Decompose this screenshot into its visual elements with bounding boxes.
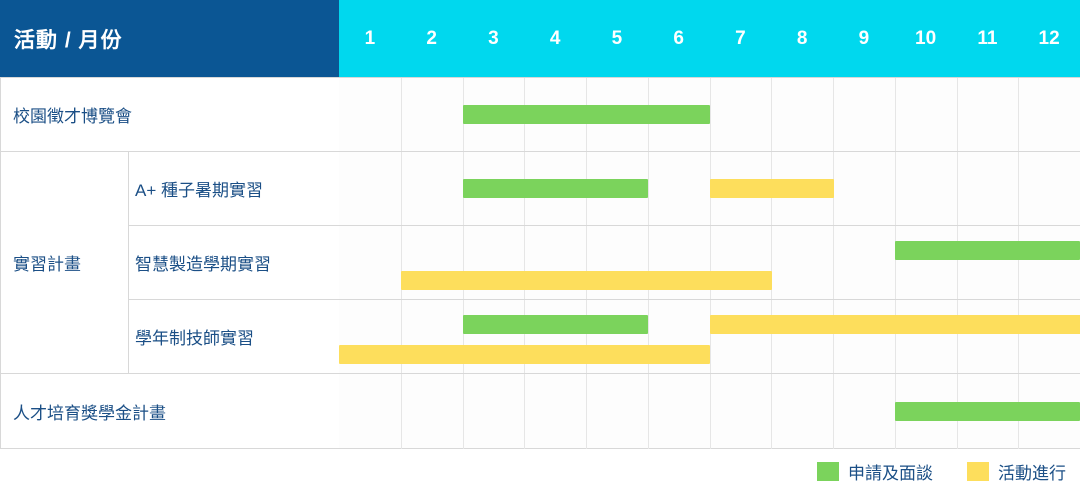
grid-vline-11 [1018, 77, 1019, 449]
month-header-cell-4: 4 [549, 27, 561, 49]
row-label-column: 校園徵才博覽會 實習計畫 A+ 種子暑期實習 智慧製造學期實習 學年制技師實習 人才培育獎… [0, 77, 340, 449]
grid-vline-7 [771, 77, 772, 449]
month-header-cell-8: 8 [796, 27, 808, 49]
month-header-cell-1: 1 [364, 27, 376, 49]
grid-vline-6 [710, 77, 711, 449]
month-header-cell-7: 7 [735, 27, 746, 49]
month-header-cell-11: 11 [977, 27, 998, 49]
grid-vline-1 [401, 77, 402, 449]
grid-vline-9 [895, 77, 896, 449]
legend: 申請及面談 活動進行 [0, 449, 1080, 494]
grid-vline-5 [648, 77, 649, 449]
gantt-bar [463, 315, 648, 334]
grid-hline-4 [339, 373, 1080, 374]
grid-hline-3 [339, 299, 1080, 300]
header-title-cell: 活動 / 月份 [0, 0, 339, 77]
gantt-bar [710, 315, 1080, 334]
grid-vline-2 [463, 77, 464, 449]
grid-hline-1 [339, 151, 1080, 152]
grid-vline-4 [586, 77, 587, 449]
gantt-bar [463, 105, 710, 124]
green-swatch [817, 462, 839, 481]
month-header-cell-3: 3 [488, 27, 499, 49]
row-label-3: 學年制技師實習 [129, 299, 340, 373]
month-header-cell-2: 2 [426, 27, 437, 49]
grid-hline-0 [339, 77, 1080, 78]
grid-vline-10 [957, 77, 958, 449]
month-header-row: 1 2 3 4 5 6 7 8 9 10 11 12 [339, 0, 1080, 77]
legend-item-1: 活動進行 [967, 459, 1066, 484]
row-label-0: 校園徵才博覽會 [1, 77, 340, 151]
gantt-bar [339, 345, 710, 364]
gantt-bar [895, 402, 1080, 421]
legend-item-0: 申請及面談 [817, 459, 933, 484]
legend-label-0: 申請及面談 [848, 464, 933, 483]
gantt-bar [710, 179, 834, 198]
month-header-cell-12: 12 [1038, 27, 1060, 49]
grid-vline-3 [524, 77, 525, 449]
gantt-bar [895, 241, 1080, 260]
table-header: 活動 / 月份 1 2 3 4 5 6 7 8 9 10 11 12 [0, 0, 1080, 77]
month-header-cell-6: 6 [673, 27, 684, 49]
grid-vline-8 [833, 77, 834, 449]
month-header-cell-9: 9 [858, 27, 870, 49]
gantt-bar [401, 271, 772, 290]
row-label-1: A+ 種子暑期實習 [129, 151, 340, 225]
grid-hline-2 [339, 225, 1080, 226]
timeline-grid [339, 77, 1080, 449]
chart-body: 校園徵才博覽會 實習計畫 A+ 種子暑期實習 智慧製造學期實習 學年制技師實習 人才培育獎… [0, 77, 1080, 449]
legend-label-1: 活動進行 [998, 464, 1066, 483]
row-label-2: 智慧製造學期實習 [129, 225, 340, 299]
row-group-label: 實習計畫 [1, 151, 129, 373]
month-header-cell-10: 10 [915, 27, 937, 49]
gantt-bar [463, 179, 648, 198]
row-label-4: 人才培育獎學金計畫 [1, 373, 340, 449]
month-header-cell-5: 5 [611, 27, 623, 49]
yellow-swatch [967, 462, 989, 481]
